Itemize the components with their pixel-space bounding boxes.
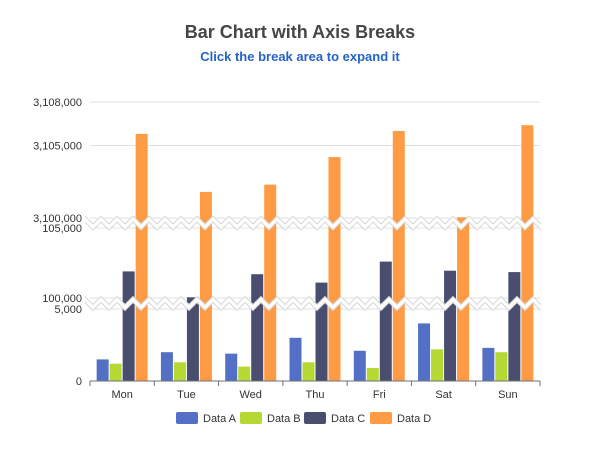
x-tick-label: Tue [177, 389, 196, 401]
x-tick-label: Mon [111, 389, 132, 401]
legend-swatch[interactable] [304, 412, 326, 424]
bar-data-d[interactable] [392, 131, 405, 381]
bar-data-a[interactable] [418, 323, 431, 381]
legend-swatch[interactable] [370, 412, 392, 424]
bar-data-d[interactable] [328, 157, 341, 381]
y-tick-label: 3,105,000 [33, 141, 82, 153]
bar-data-c[interactable] [122, 271, 135, 381]
bar-data-b[interactable] [495, 352, 508, 381]
bar-data-b[interactable] [173, 362, 186, 381]
bar-data-c[interactable] [508, 272, 521, 381]
x-tick-label: Wed [240, 389, 262, 401]
axis-break-band[interactable] [85, 296, 541, 311]
y-tick-label: 0 [76, 376, 82, 388]
axis-break-edge [84, 215, 542, 225]
y-tick-label: 3,108,000 [33, 97, 82, 109]
x-tick-label: Sat [435, 389, 452, 401]
bar-data-a[interactable] [353, 350, 366, 381]
bar-data-b[interactable] [238, 366, 251, 381]
axis-break-edge [84, 221, 542, 231]
y-tick-label: 5,000 [54, 304, 82, 316]
y-tick-label: 3,100,000 [33, 213, 82, 225]
axis-break-edge [84, 295, 542, 306]
x-tick-label: Thu [306, 389, 325, 401]
chart-subtitle[interactable]: Click the break area to expand it [200, 49, 400, 64]
bar-data-a[interactable] [160, 352, 173, 381]
bar-data-a[interactable] [225, 353, 238, 381]
bar-data-c[interactable] [444, 270, 457, 381]
legend-swatch[interactable] [240, 412, 262, 424]
bar-data-b[interactable] [431, 349, 444, 381]
bar-data-c[interactable] [186, 297, 199, 381]
legend-swatch[interactable] [176, 412, 198, 424]
bar-data-a[interactable] [96, 359, 109, 381]
bar-data-c[interactable] [379, 261, 392, 381]
legend-label[interactable]: Data B [267, 413, 301, 425]
bar-data-d[interactable] [199, 191, 212, 381]
y-tick-label: 105,000 [42, 223, 82, 235]
bar-data-b[interactable] [366, 368, 379, 381]
bar-data-c[interactable] [251, 274, 264, 381]
y-tick-label: 100,000 [42, 293, 82, 305]
legend-label[interactable]: Data C [331, 413, 365, 425]
axis-break-edge [84, 301, 542, 312]
bar-data-a[interactable] [482, 347, 495, 381]
axis-break-band[interactable] [85, 216, 541, 230]
bar-data-b[interactable] [109, 363, 122, 381]
x-tick-label: Fri [373, 389, 386, 401]
legend-label[interactable]: Data D [397, 413, 431, 425]
x-tick-label: Sun [498, 389, 518, 401]
bar-data-d[interactable] [521, 125, 534, 381]
bar-data-d[interactable] [457, 217, 470, 381]
chart-title: Bar Chart with Axis Breaks [184, 22, 416, 42]
bar-data-d[interactable] [135, 133, 148, 381]
bar-data-a[interactable] [289, 337, 302, 381]
legend-label[interactable]: Data A [203, 413, 237, 425]
bar-data-d[interactable] [264, 184, 277, 381]
bar-data-b[interactable] [302, 362, 315, 381]
